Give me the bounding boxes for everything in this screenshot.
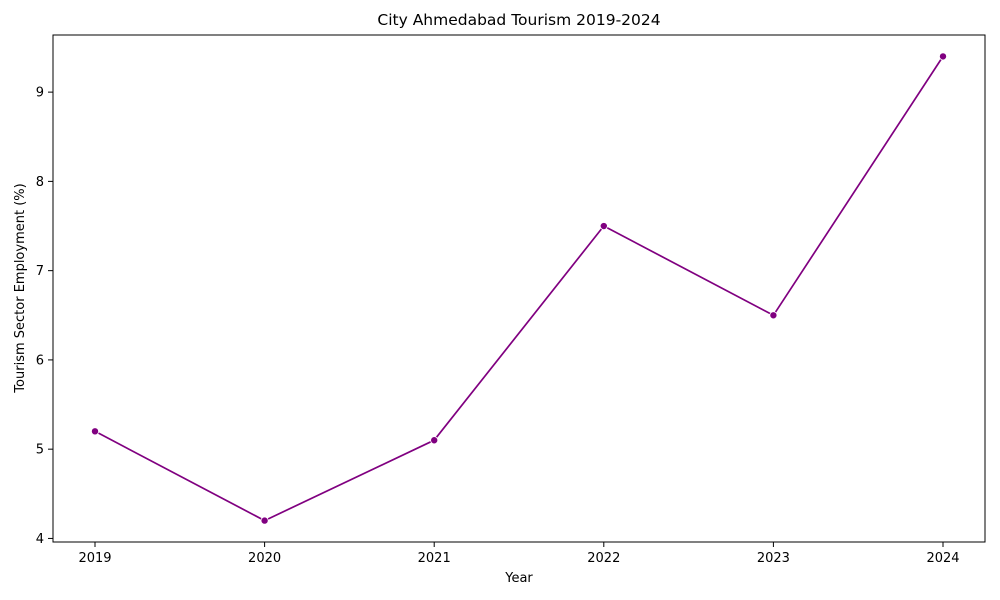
x-tick-label: 2022 xyxy=(587,551,620,566)
series-group xyxy=(91,52,948,525)
x-tick-label: 2023 xyxy=(757,551,790,566)
data-point xyxy=(260,516,269,525)
y-tick-label: 9 xyxy=(36,86,44,101)
x-tick-label: 2019 xyxy=(78,551,111,566)
y-axis-label: Tourism Sector Employment (%) xyxy=(13,183,28,393)
y-tick-label: 4 xyxy=(36,532,44,547)
data-point xyxy=(939,52,948,61)
x-axis-ticks: 2019 2020 2021 2022 2023 2024 xyxy=(78,542,960,566)
data-point xyxy=(769,311,778,320)
y-tick-label: 7 xyxy=(36,264,44,279)
chart-title: City Ahmedabad Tourism 2019-2024 xyxy=(377,11,660,29)
y-axis-ticks: 4 5 6 7 8 9 xyxy=(36,86,53,547)
plot-frame xyxy=(52,34,986,543)
x-axis-label: Year xyxy=(504,571,533,586)
x-tick-label: 2024 xyxy=(926,551,959,566)
y-tick-label: 6 xyxy=(36,353,44,368)
y-tick-label: 5 xyxy=(36,443,44,458)
series-line xyxy=(94,55,944,522)
data-point xyxy=(599,222,608,231)
x-tick-label: 2021 xyxy=(418,551,451,566)
y-tick-label: 8 xyxy=(36,175,44,190)
x-tick-label: 2020 xyxy=(248,551,281,566)
data-point xyxy=(91,427,100,436)
data-point xyxy=(430,436,439,445)
